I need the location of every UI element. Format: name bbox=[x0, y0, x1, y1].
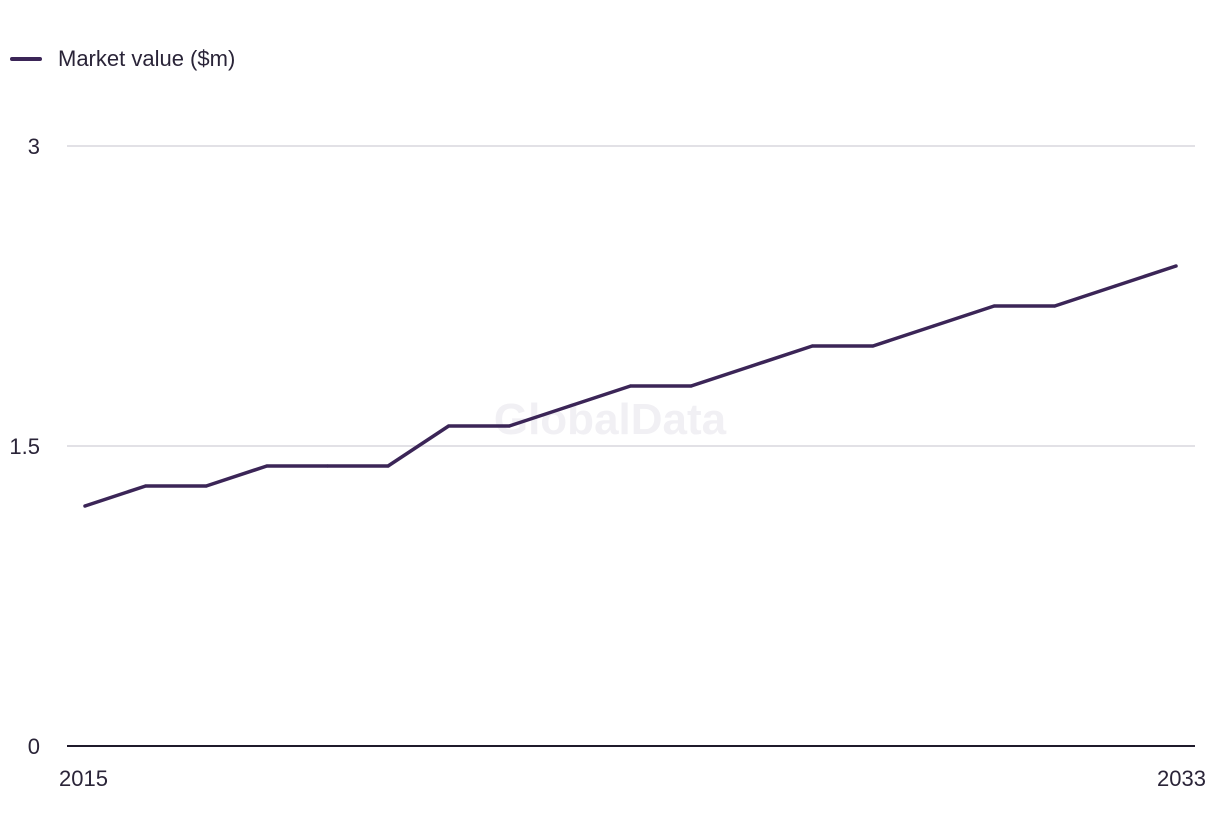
series-group bbox=[83, 264, 1178, 508]
data-point bbox=[810, 344, 814, 348]
data-point bbox=[871, 344, 875, 348]
data-point bbox=[447, 424, 451, 428]
grid-lines bbox=[67, 145, 1195, 747]
data-point bbox=[931, 324, 936, 328]
y-tick-label: 0 bbox=[28, 734, 40, 759]
data-point bbox=[204, 484, 208, 488]
data-point bbox=[628, 384, 633, 388]
data-point bbox=[144, 484, 148, 488]
data-point bbox=[83, 504, 87, 508]
data-point bbox=[750, 364, 754, 368]
data-point bbox=[325, 464, 330, 468]
y-tick-label: 3 bbox=[28, 134, 40, 159]
y-tick-label: 1.5 bbox=[9, 434, 40, 459]
data-point bbox=[1174, 264, 1178, 268]
data-point bbox=[386, 464, 390, 468]
x-tick-label: 2015 bbox=[59, 766, 108, 791]
data-point bbox=[507, 424, 511, 428]
data-point bbox=[568, 404, 572, 408]
y-axis-labels: 01.53 bbox=[9, 134, 40, 759]
x-tick-label: 2033 bbox=[1157, 766, 1206, 791]
data-point bbox=[689, 384, 693, 388]
data-point bbox=[992, 304, 996, 308]
x-axis-labels: 2015 2033 bbox=[59, 766, 1206, 791]
data-point bbox=[1113, 284, 1117, 288]
data-point bbox=[1053, 304, 1057, 308]
legend-label: Market value ($m) bbox=[58, 46, 236, 71]
data-point bbox=[265, 464, 269, 468]
legend: Market value ($m) bbox=[10, 46, 235, 72]
legend-swatch bbox=[10, 57, 42, 61]
